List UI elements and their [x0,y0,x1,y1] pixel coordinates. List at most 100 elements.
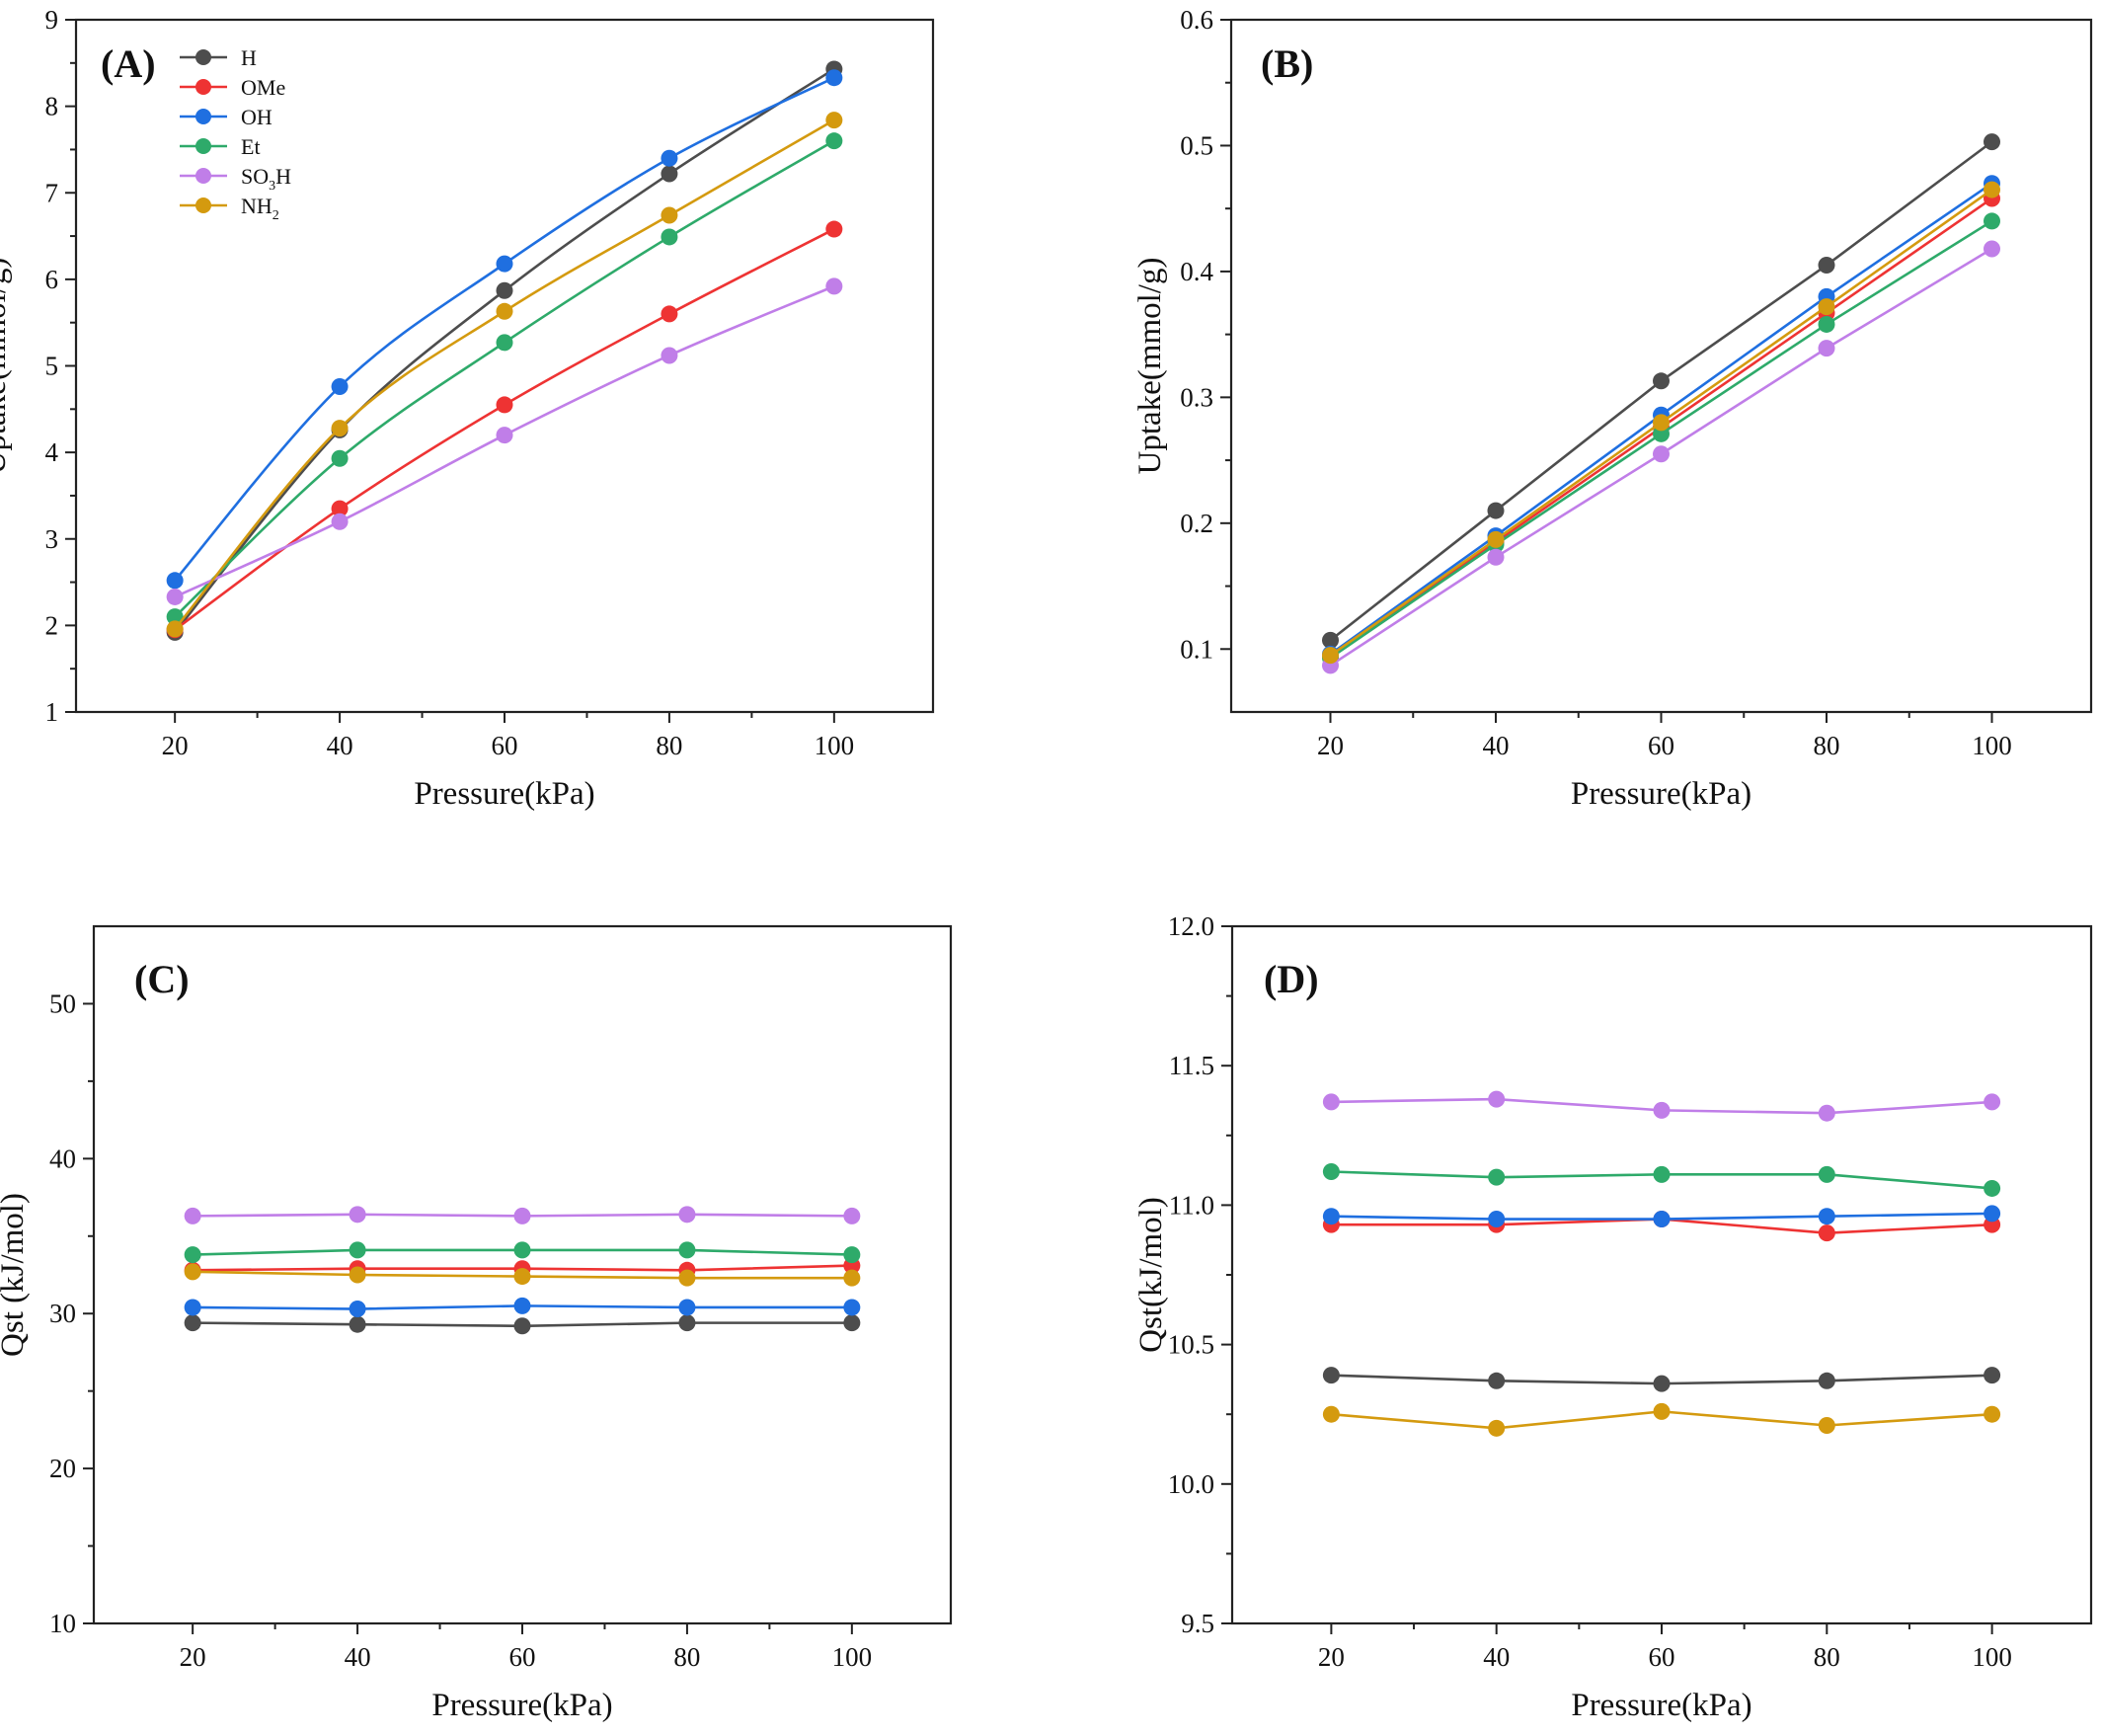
x-axis-title: Pressure(kPa) [1571,776,1751,812]
y-tick-label: 8 [45,92,59,121]
legend-marker [195,138,211,154]
data-point [1653,1165,1671,1183]
data-point [1653,372,1670,390]
panel-label: (B) [1261,41,1313,86]
series-so3h [1322,240,2000,674]
data-point [1984,1405,2001,1423]
panel-a: 20 40 60 80 100 1 2 3 4 5 6 7 8 9 Pressure(kPa) Uptake(… [0,5,935,812]
y-tick-label: 50 [49,988,76,1018]
data-point [1322,1405,1340,1423]
data-point [166,620,184,638]
data-point [184,1207,201,1224]
data-point [166,608,184,626]
x-tick-label: 60 [509,1642,536,1672]
data-point [1818,1224,1835,1242]
data-point [496,334,513,352]
legend-marker [195,109,211,124]
y-axis-title: Uptake(mmol/g) [1132,258,1168,475]
data-point [1322,1208,1340,1225]
data-point [661,347,678,364]
data-point [513,1241,531,1259]
y-tick-label: 0.4 [1180,257,1213,286]
legend-marker [195,79,211,95]
y-tick-label: 11.0 [1169,1190,1214,1220]
legend-item: OH [180,105,272,129]
panel-d: 20 40 60 80 100 9.5 10.0 10.5 11.0 11.5 12.0 Pressu… [1133,911,2093,1723]
data-point [1984,181,2000,198]
x-tick-label: 20 [1317,731,1344,760]
x-tick-label: 60 [1649,1642,1675,1672]
data-point [1487,530,1505,548]
data-point [678,1241,696,1259]
data-point [513,1317,531,1335]
series-et [1322,1163,2001,1197]
data-point [349,1301,366,1318]
data-point [678,1269,696,1287]
data-point [331,378,349,396]
data-point [825,112,843,129]
x-tick-label: 100 [1972,731,2012,760]
data-point [678,1299,696,1316]
y-tick-label: 10 [49,1609,76,1638]
x-tick-label: 80 [656,731,682,760]
series-oh [1322,1205,2001,1228]
data-point [184,1246,201,1264]
panel-label: (D) [1264,957,1319,1001]
data-point [1653,1375,1671,1392]
y-tick-label: 6 [45,265,59,294]
data-point [1488,1211,1506,1228]
y-tick-label: 12.0 [1168,911,1214,941]
data-point [1984,240,2000,258]
y-tick-label: 1 [45,697,59,727]
data-point [1984,212,2000,230]
y-tick-label: 10.5 [1168,1330,1214,1360]
series-et [184,1241,861,1264]
y-tick-label: 3 [45,524,59,554]
series-et [166,132,843,626]
data-point [825,132,843,150]
panel-b: 20 40 60 80 100 0.1 0.2 0.3 0.4 0.5 0.6 Pressure(kP… [1132,5,2093,812]
data-point [1653,1402,1671,1420]
y-tick-label: 0.6 [1180,5,1213,35]
x-tick-label: 20 [1318,1642,1345,1672]
data-point [1322,1367,1340,1384]
legend-item: H [180,45,257,70]
series-h [1322,1367,2001,1392]
data-point [1653,414,1670,432]
y-tick-label: 10.0 [1168,1469,1214,1499]
data-point [496,302,513,320]
data-point [496,427,513,444]
data-point [1488,1090,1506,1108]
data-point [1488,1419,1506,1437]
data-point [349,1241,366,1259]
legend-item: SO3H [180,164,291,194]
series-line [1329,140,1993,642]
series-line [174,118,835,630]
data-point [349,1206,366,1223]
data-point [184,1263,201,1281]
series-nh2 [1322,181,2000,665]
x-tick-label: 60 [1648,731,1674,760]
x-axis-title: Pressure(kPa) [414,776,594,812]
data-point [1984,1093,2001,1111]
x-tick-label: 40 [1483,731,1510,760]
data-point [331,513,349,530]
data-point [1818,1372,1835,1389]
x-tick-label: 80 [1814,731,1840,760]
series-oh [184,1297,861,1318]
data-point [184,1299,201,1316]
data-point [1653,1101,1671,1119]
data-point [1818,257,1835,275]
data-point [1818,1208,1835,1225]
data-point [661,305,678,323]
legend-item: OMe [180,75,285,100]
data-point [513,1207,531,1224]
legend-label: OMe [241,75,285,100]
y-axis-title: Uptake(mmol/g) [0,258,13,475]
series-so3h [1322,1090,2001,1122]
legend-marker [195,168,211,184]
data-point [1818,1165,1835,1183]
x-tick-label: 60 [492,731,518,760]
y-tick-label: 9.5 [1181,1609,1214,1638]
